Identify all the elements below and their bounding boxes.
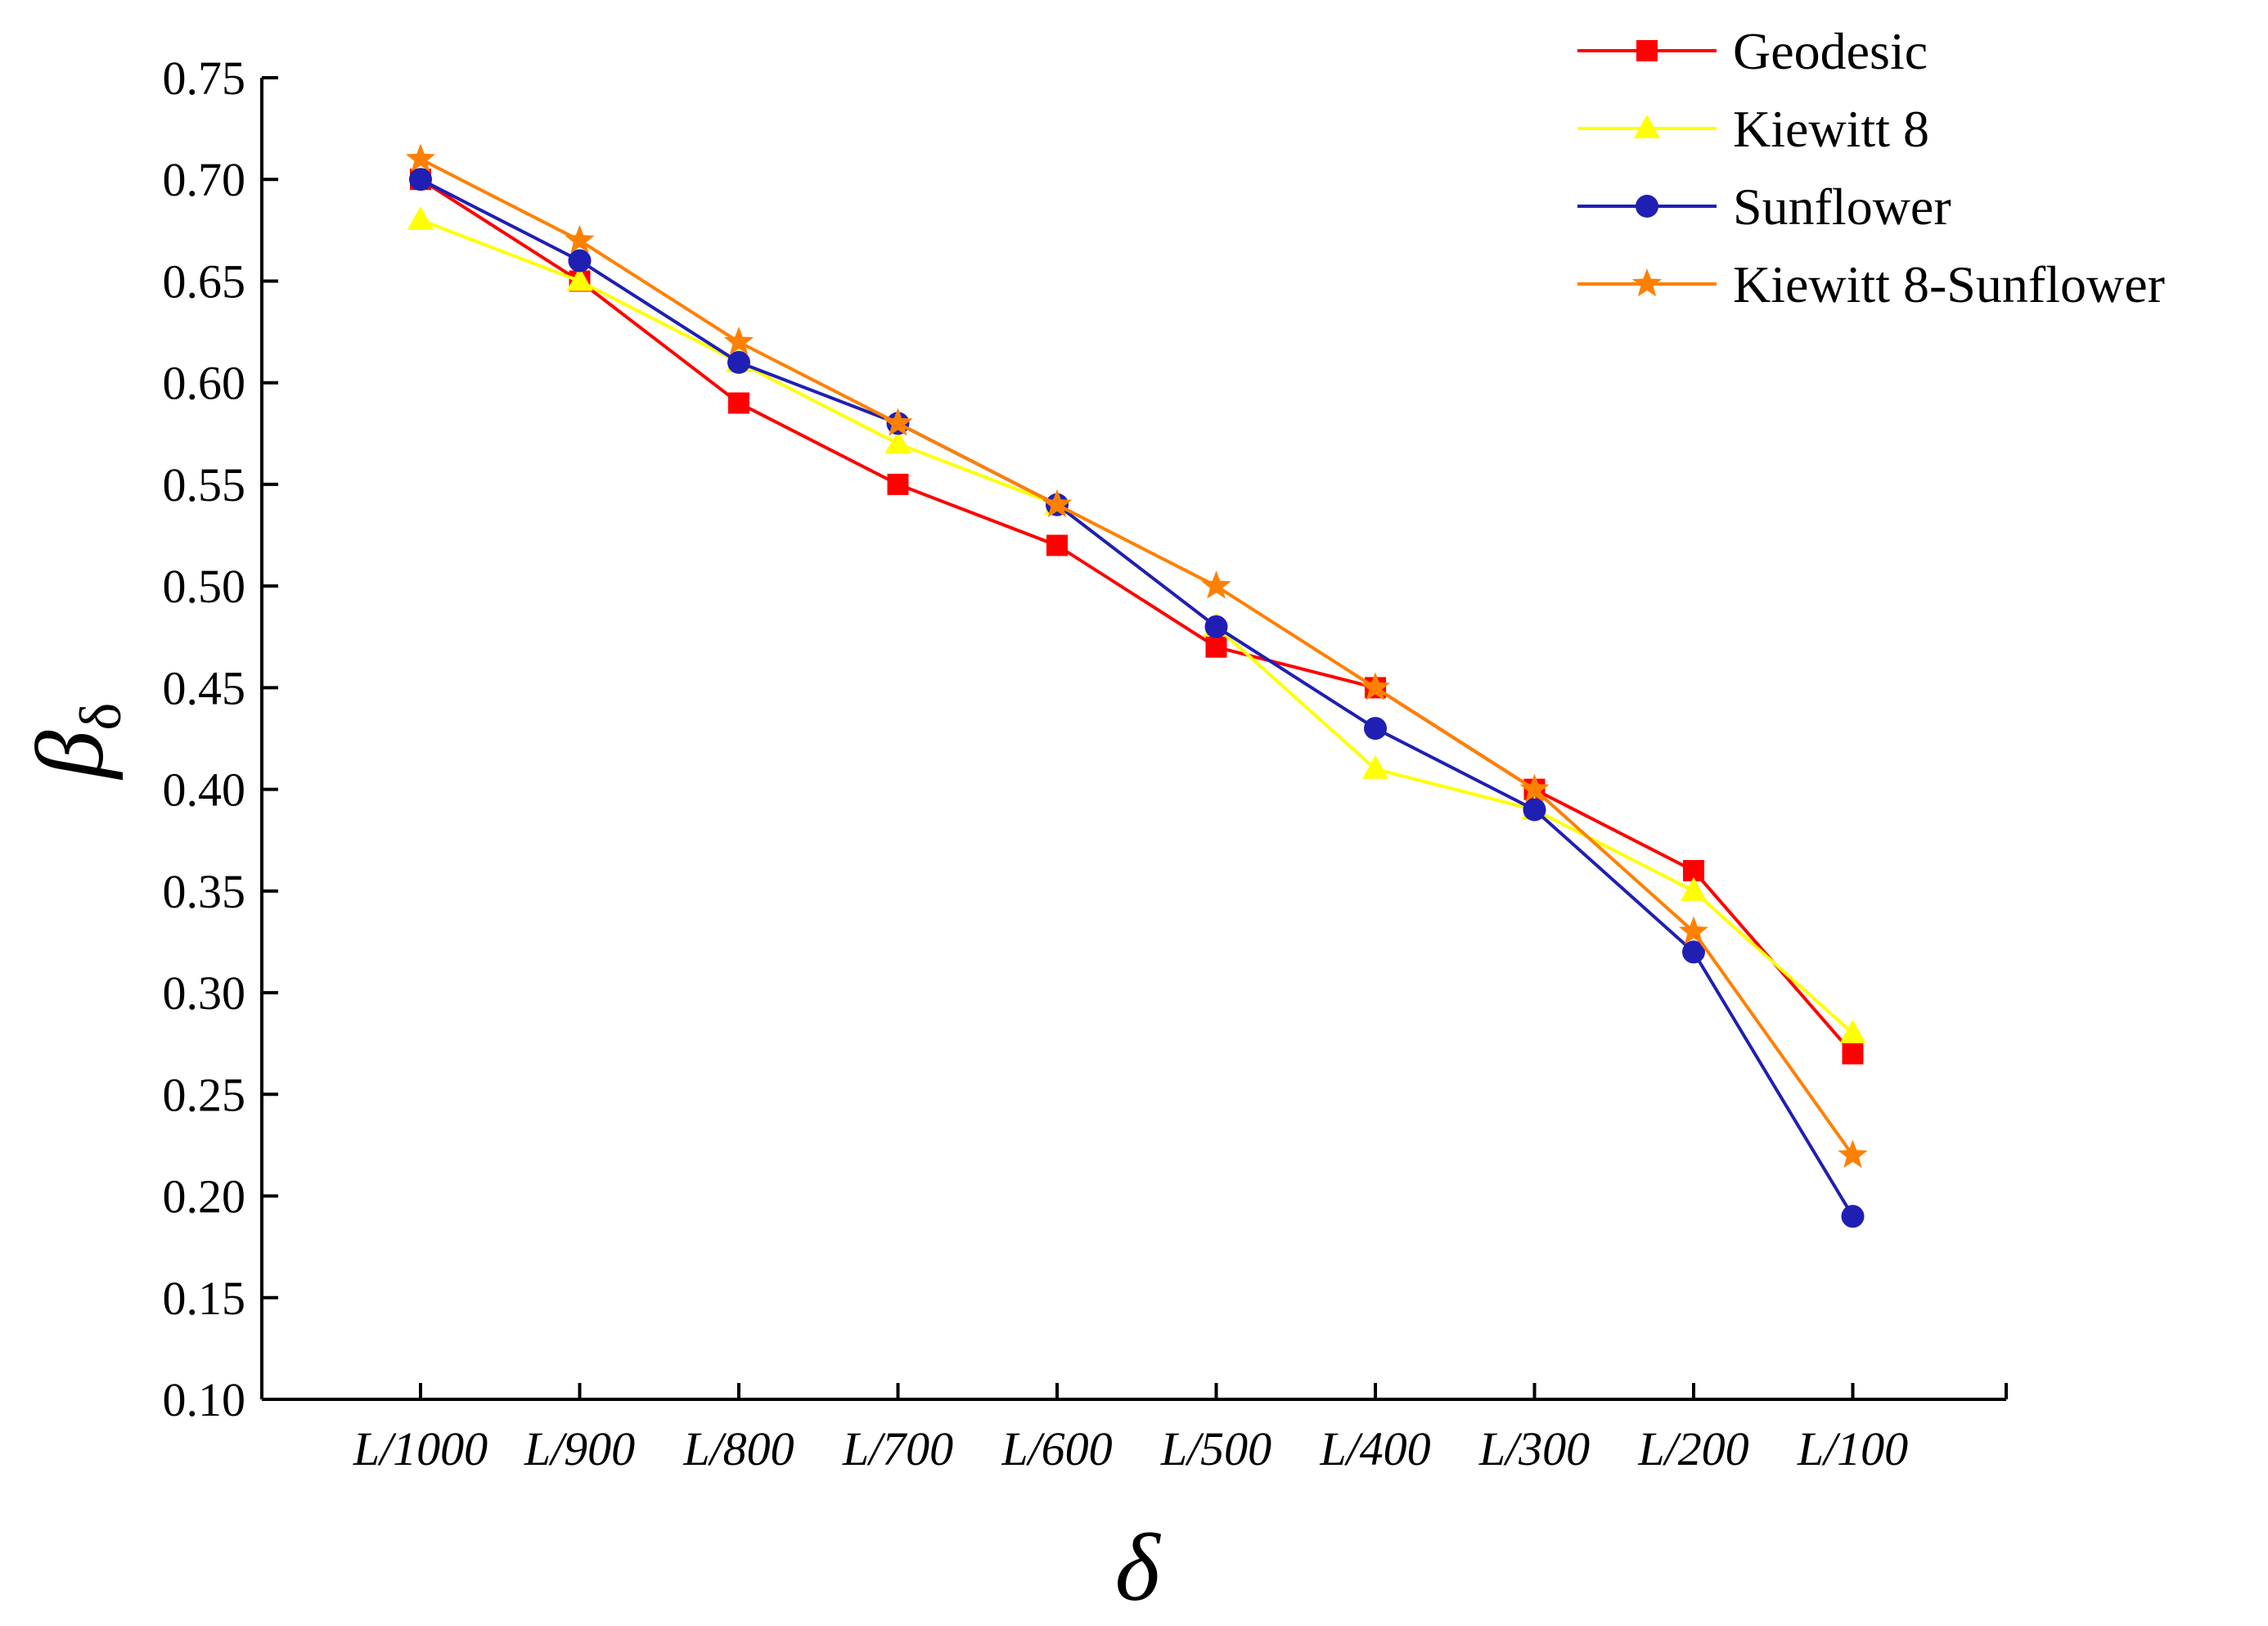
data-point <box>723 327 754 355</box>
data-point <box>566 267 593 291</box>
y-tick-label: 0.10 <box>163 1373 246 1426</box>
x-tick-label: L/400 <box>1319 1422 1430 1475</box>
data-point <box>1046 534 1068 556</box>
x-axis: L/1000 L/900 L/800 L/700 L/600 L/500 L/400 L/30… <box>262 1383 2008 1475</box>
data-point <box>1841 1205 1865 1228</box>
legend-item: Sunflower <box>1577 178 1951 236</box>
x-axis-label: δ <box>1115 1514 1162 1621</box>
y-tick-label: 0.35 <box>163 865 246 918</box>
data-point <box>727 350 750 374</box>
data-point <box>405 143 436 172</box>
x-tick-label: L/700 <box>842 1422 953 1475</box>
x-tick-label: L/500 <box>1160 1422 1271 1475</box>
data-point <box>1042 489 1073 518</box>
y-tick-label: 0.60 <box>163 357 246 410</box>
data-point <box>1842 1043 1864 1065</box>
data-point <box>1681 876 1707 901</box>
data-point <box>884 430 911 454</box>
series-sunflower <box>409 168 1865 1228</box>
legend-item: Kiewitt 8-Sunflower <box>1577 255 2165 313</box>
data-point <box>887 473 909 495</box>
legend-marker <box>1636 40 1658 61</box>
data-point <box>1360 672 1391 700</box>
data-point <box>565 224 595 254</box>
y-tick-label: 0.65 <box>163 254 246 308</box>
data-point <box>409 168 432 191</box>
series-line <box>420 218 1854 1035</box>
legend-marker <box>1636 195 1658 218</box>
data-point <box>1204 615 1228 638</box>
y-axis-label-subscript: δ <box>68 703 133 731</box>
legend-marker <box>1634 115 1660 138</box>
legend-item: Kiewitt 8 <box>1577 100 1929 158</box>
y-axis-label-symbol: β <box>16 730 124 780</box>
data-point <box>1678 916 1709 944</box>
data-point <box>883 408 913 436</box>
y-tick-label: 0.30 <box>163 966 246 1020</box>
y-tick-label: 0.70 <box>163 153 246 206</box>
x-tick-label: L/900 <box>524 1422 635 1475</box>
data-point <box>1839 1019 1866 1043</box>
x-tick-label: L/600 <box>1001 1422 1112 1475</box>
legend-marker <box>1631 268 1663 297</box>
series-geodesic <box>410 169 1864 1065</box>
data-point <box>1682 940 1705 964</box>
y-tick-label: 0.45 <box>163 661 246 714</box>
data-point <box>1838 1139 1868 1169</box>
y-tick-label: 0.25 <box>163 1068 246 1121</box>
y-tick-label: 0.40 <box>163 763 246 817</box>
x-tick-label: L/1000 <box>353 1422 488 1475</box>
series-kiewitt-8 <box>407 205 1866 1043</box>
legend-item: Geodesic <box>1577 22 1928 80</box>
y-axis-label: βδ <box>16 703 133 781</box>
data-point <box>1362 754 1388 779</box>
x-tick-label: L/800 <box>682 1422 794 1475</box>
legend: Geodesic Kiewitt 8 Sunflower Kiewitt 8-Sunf… <box>1577 22 2165 313</box>
legend-label: Kiewitt 8-Sunflower <box>1733 255 2165 313</box>
series-layer <box>405 143 1868 1228</box>
legend-label: Geodesic <box>1733 22 1928 80</box>
x-tick-label: L/200 <box>1637 1422 1748 1475</box>
data-point <box>568 249 592 273</box>
data-point <box>1364 717 1387 741</box>
legend-label: Kiewitt 8 <box>1733 100 1929 158</box>
y-tick-label: 0.50 <box>163 560 246 613</box>
data-point <box>1519 773 1550 802</box>
data-point <box>1201 570 1231 599</box>
x-tick-label: L/300 <box>1478 1422 1590 1475</box>
series-kiewitt-8-sunflower <box>405 143 1868 1169</box>
data-point <box>407 205 434 230</box>
y-tick-label: 0.20 <box>163 1170 246 1223</box>
series-line <box>419 178 1855 1055</box>
y-tick-label: 0.15 <box>163 1272 246 1325</box>
data-point <box>728 392 749 414</box>
series-line <box>420 178 1855 1218</box>
x-tick-label: L/100 <box>1797 1422 1908 1475</box>
legend-label: Sunflower <box>1733 178 1951 236</box>
y-tick-label: 0.55 <box>163 458 246 511</box>
series-line <box>420 157 1855 1156</box>
data-point <box>1205 636 1227 658</box>
y-axis: 0.10 0.15 0.20 0.25 0.30 0.35 0.40 0.45 0.50 0.55… <box>163 52 278 1426</box>
data-point <box>1523 798 1546 822</box>
y-tick-label: 0.75 <box>163 52 246 105</box>
